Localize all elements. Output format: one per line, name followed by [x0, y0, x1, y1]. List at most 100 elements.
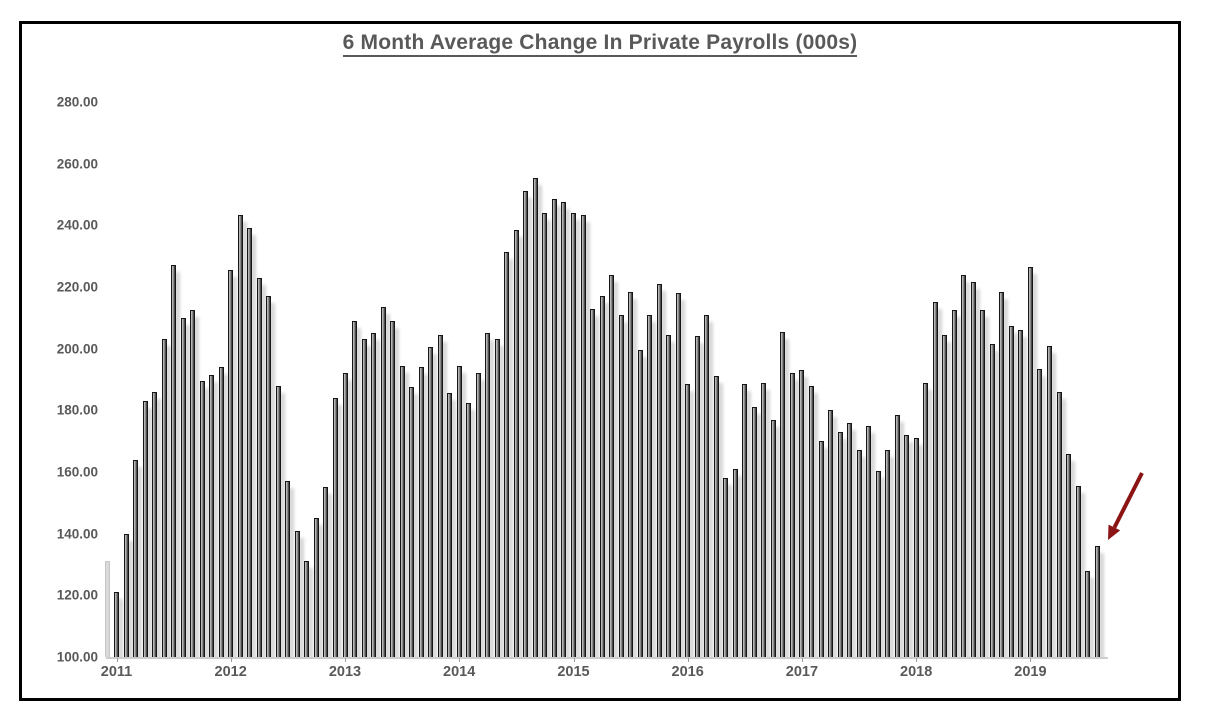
x-axis-year-label: 2019	[1014, 664, 1047, 680]
bar	[485, 333, 491, 657]
bar	[799, 370, 805, 657]
plot-area	[104, 177, 1100, 657]
bar	[885, 450, 891, 657]
x-axis-year-label: 2013	[328, 664, 362, 680]
bar	[1047, 345, 1052, 657]
bar	[399, 365, 405, 657]
bar	[152, 391, 158, 657]
y-axis-tick-label: 100.00	[56, 649, 98, 665]
bar	[437, 334, 443, 657]
x-axis-tick-mark	[459, 658, 461, 662]
bar	[352, 320, 357, 657]
x-axis-year-label: 2014	[443, 664, 476, 680]
bar	[285, 481, 291, 657]
bar	[161, 339, 167, 657]
x-axis-year-label: 2017	[785, 664, 819, 680]
bar	[694, 336, 700, 657]
x-axis-tick-mark	[345, 658, 346, 662]
bar	[418, 367, 424, 657]
bar	[275, 385, 281, 657]
bar	[789, 373, 795, 657]
y-axis-tick-label: 180.00	[56, 402, 98, 418]
bar	[466, 402, 472, 657]
bar	[932, 302, 938, 657]
bar	[218, 367, 224, 657]
bar	[618, 314, 624, 657]
bar	[1027, 267, 1033, 657]
bar	[866, 425, 872, 657]
bar	[628, 291, 634, 657]
x-axis-tick-mark	[116, 658, 118, 662]
x-axis-tick-mark	[1030, 658, 1032, 662]
bar	[342, 373, 348, 657]
bar	[685, 384, 691, 657]
x-axis-year-label: 2012	[214, 664, 247, 680]
bar	[580, 214, 586, 657]
bar	[209, 374, 215, 657]
y-axis-tick-label: 260.00	[56, 156, 98, 172]
y-axis-tick-label: 140.00	[56, 526, 98, 542]
bar	[732, 468, 738, 657]
bar	[675, 293, 681, 657]
bar	[704, 314, 710, 657]
bar	[1056, 391, 1062, 657]
bar	[171, 265, 177, 657]
bar	[256, 277, 262, 657]
bar	[847, 422, 852, 657]
bar	[780, 331, 786, 657]
x-axis-tick-mark	[573, 658, 575, 662]
bar	[190, 310, 196, 657]
bar	[942, 334, 948, 657]
bar	[723, 478, 729, 657]
bar	[304, 561, 310, 657]
bar	[1094, 546, 1100, 657]
bar	[294, 530, 300, 657]
bar	[333, 398, 338, 657]
bar	[894, 415, 900, 657]
bar	[666, 334, 672, 657]
bar	[475, 373, 481, 657]
x-axis-baseline	[106, 657, 1108, 659]
bar	[513, 230, 519, 657]
bar	[742, 384, 748, 657]
bar	[761, 382, 767, 657]
y-axis-tick-label: 220.00	[56, 279, 98, 295]
bar	[494, 339, 500, 657]
bar	[599, 296, 605, 657]
bar	[180, 317, 186, 657]
bar	[447, 393, 453, 657]
x-axis-tick-mark	[230, 658, 232, 662]
x-axis-year-label: 2011	[100, 664, 133, 680]
x-axis-tick-mark	[687, 658, 689, 662]
bar	[609, 274, 614, 657]
bar	[961, 274, 967, 657]
bar	[770, 419, 776, 657]
bar	[904, 435, 910, 657]
trend-arrow-icon	[1108, 472, 1144, 540]
bar	[989, 344, 995, 657]
y-axis-tick-label: 280.00	[56, 94, 98, 110]
bar	[856, 450, 862, 657]
x-axis-year-label: 2018	[900, 664, 933, 680]
bar	[142, 401, 148, 657]
bar	[123, 533, 129, 657]
x-axis-year-label: 2016	[671, 664, 704, 680]
bar	[809, 385, 814, 657]
bar	[542, 213, 548, 657]
bar	[104, 561, 110, 657]
bar	[551, 199, 557, 657]
x-axis-tick-mark	[801, 658, 803, 662]
bar	[199, 381, 205, 657]
bar	[913, 438, 919, 657]
bar	[228, 270, 234, 657]
x-axis-tick-mark	[916, 658, 918, 662]
y-axis-tick-label: 200.00	[56, 341, 98, 357]
bar	[1018, 330, 1024, 657]
bar	[371, 333, 376, 657]
bar	[637, 350, 643, 657]
bar	[561, 202, 567, 657]
chart-title: 6 Month Average Change In Private Payrol…	[19, 31, 1181, 57]
bar	[247, 228, 253, 657]
bar	[361, 339, 367, 657]
